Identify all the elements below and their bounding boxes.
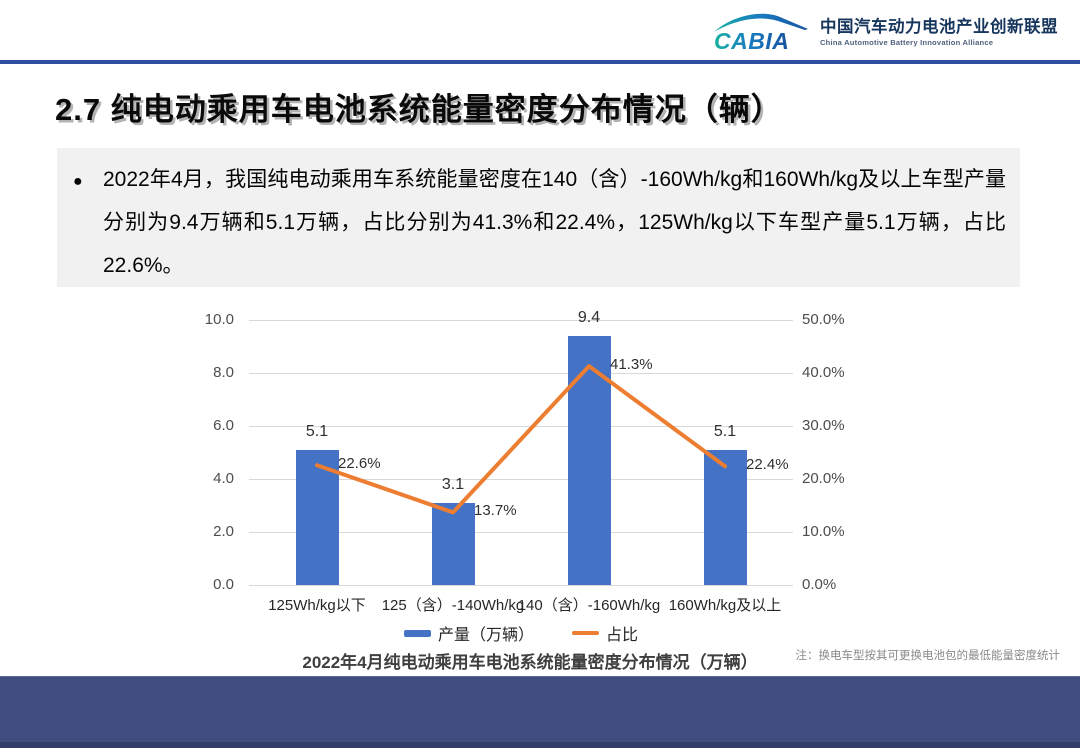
svg-text:CABIA: CABIA — [714, 28, 789, 54]
bar-value-label: 5.1 — [305, 422, 329, 440]
right-axis-tick: 20.0% — [802, 470, 845, 487]
x-axis-label: 125（含）-140Wh/kg — [381, 597, 525, 614]
chart-legend: 产量（万辆） 占比 — [249, 621, 793, 645]
legend-item-share: 占比 — [572, 621, 638, 645]
bullet-icon: ● — [73, 173, 83, 190]
bar-value-label: 9.4 — [577, 308, 601, 326]
bar-1 — [431, 502, 475, 585]
gridline — [249, 532, 793, 533]
footer-bar — [0, 676, 1080, 748]
right-axis-tick: 40.0% — [802, 364, 845, 381]
left-axis-tick: 6.0 — [213, 417, 234, 434]
header-divider-rule — [0, 60, 1080, 64]
org-name-zh: 中国汽车动力电池产业创新联盟 — [820, 18, 1058, 37]
x-axis-label: 140（含）-160Wh/kg — [517, 597, 661, 614]
left-axis-tick: 2.0 — [213, 523, 234, 540]
gridline — [249, 320, 793, 321]
right-axis-tick: 30.0% — [802, 417, 845, 434]
gridline — [249, 373, 793, 374]
cabia-logo-icon: CABIA — [714, 13, 808, 54]
footnote: 注：换电车型按其可更换电池包的最低能量密度统计 — [795, 650, 1061, 662]
line-value-label: 13.7% — [474, 502, 517, 520]
right-axis-tick: 0.0% — [802, 576, 837, 593]
chart-caption: 2022年4月纯电动乘用车电池系统能量密度分布情况（万辆） — [302, 653, 758, 672]
line-value-label: 41.3% — [610, 356, 653, 374]
cabia-logo-block: CABIA 中国汽车动力电池产业创新联盟 China Automotive Ba… — [708, 8, 1058, 56]
bar-0 — [295, 449, 339, 585]
bar-series-swatch-icon — [403, 629, 431, 637]
summary-text: 2022年4月，我国纯电动乘用车系统能量密度在140（含）-160Wh/kg和1… — [103, 168, 1006, 277]
gridline — [249, 585, 793, 586]
left-axis-tick: 4.0 — [213, 470, 234, 487]
right-axis-tick: 10.0% — [802, 523, 845, 540]
x-axis-label: 160Wh/kg及以上 — [668, 597, 782, 614]
left-axis-tick: 10.0 — [204, 311, 234, 328]
line-value-label: 22.6% — [338, 455, 381, 473]
bar-value-label: 5.1 — [713, 422, 737, 440]
right-axis-tick: 50.0% — [802, 311, 845, 328]
left-axis-tick: 0.0 — [213, 576, 234, 593]
org-name-en: China Automotive Battery Innovation Alli… — [820, 37, 994, 47]
page-title: 2.7 纯电动乘用车电池系统能量密度分布情况（辆） — [55, 92, 783, 127]
legend-item-production: 产量（万辆） — [403, 621, 534, 645]
summary-box: ● 2022年4月，我国纯电动乘用车系统能量密度在140（含）-160Wh/kg… — [57, 148, 1020, 287]
line-series-swatch-icon — [572, 631, 599, 635]
left-axis-tick: 8.0 — [213, 364, 234, 381]
legend-label-production: 产量（万辆） — [437, 627, 534, 644]
bar-2 — [567, 335, 611, 585]
x-axis-label: 125Wh/kg以下 — [268, 597, 366, 614]
bar-value-label: 3.1 — [441, 475, 465, 493]
footer-bottom-band — [0, 742, 1080, 748]
line-value-label: 22.4% — [746, 456, 789, 474]
legend-label-share: 占比 — [606, 627, 639, 644]
bar-3 — [703, 449, 747, 585]
